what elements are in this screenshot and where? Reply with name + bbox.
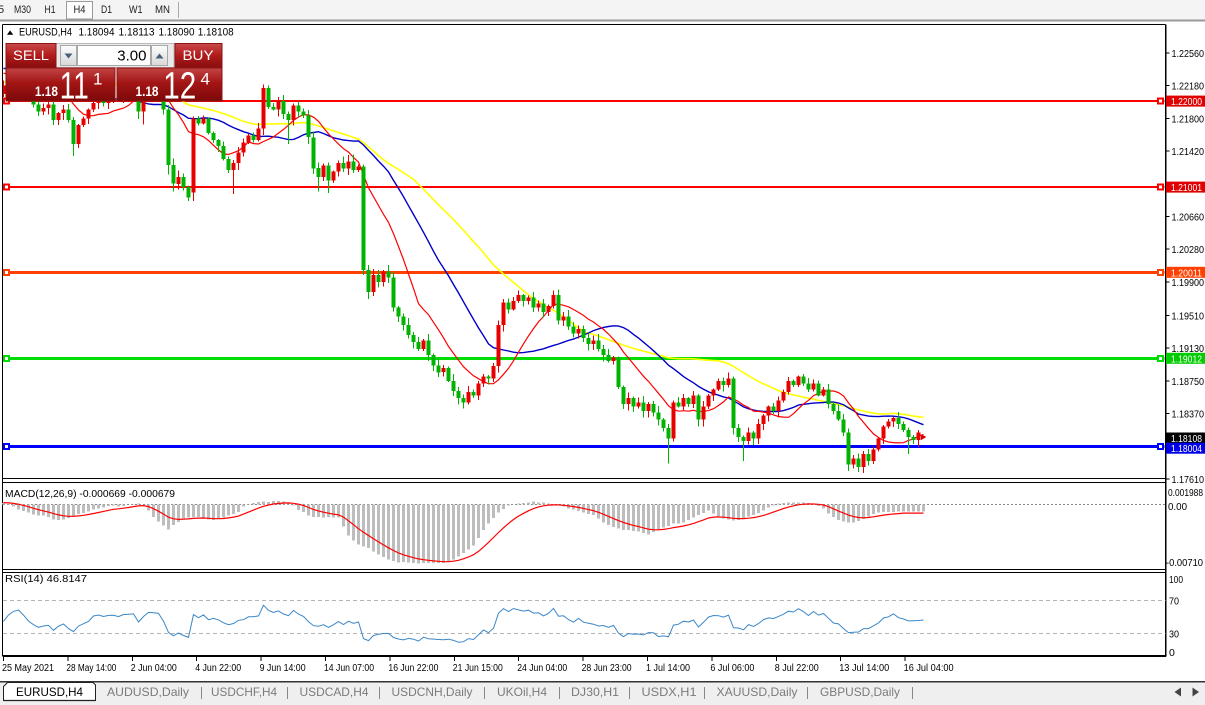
svg-text:1.20660: 1.20660 (1172, 211, 1205, 223)
svg-text:4: 4 (201, 70, 210, 89)
svg-text:1.19130: 1.19130 (1172, 343, 1205, 355)
svg-text:1.18: 1.18 (35, 83, 58, 99)
svg-text:16 Jul 04:00: 16 Jul 04:00 (904, 663, 954, 674)
svg-text:3.00: 3.00 (117, 48, 146, 65)
svg-text:USDCNH,Daily: USDCNH,Daily (392, 685, 473, 699)
svg-text:1.18108: 1.18108 (1171, 433, 1202, 445)
svg-text:1: 1 (93, 70, 102, 89)
svg-text:1.19900: 1.19900 (1172, 277, 1205, 289)
svg-text:28 Jun 23:00: 28 Jun 23:00 (582, 663, 632, 674)
svg-text:1.19012: 1.19012 (1171, 353, 1202, 365)
svg-text:1.18094: 1.18094 (79, 27, 115, 39)
svg-text:2 Jun 04:00: 2 Jun 04:00 (131, 663, 177, 674)
svg-text:USDX,H1: USDX,H1 (642, 685, 697, 699)
svg-text:1.17610: 1.17610 (1172, 474, 1205, 486)
svg-text:4 Jun 22:00: 4 Jun 22:00 (195, 663, 241, 674)
svg-text:1.18: 1.18 (136, 83, 159, 99)
svg-text:5: 5 (0, 4, 4, 16)
svg-text:1.22560: 1.22560 (1172, 48, 1205, 60)
svg-text:30: 30 (1169, 629, 1179, 641)
svg-text:USDCHF,H4: USDCHF,H4 (211, 685, 277, 699)
svg-text:1.18370: 1.18370 (1172, 409, 1205, 421)
svg-text:MN: MN (155, 4, 170, 16)
svg-text:AUDUSD,Daily: AUDUSD,Daily (107, 685, 189, 699)
svg-text:1.18004: 1.18004 (1171, 443, 1202, 455)
svg-text:1.18750: 1.18750 (1172, 376, 1205, 388)
svg-text:W1: W1 (129, 4, 143, 16)
svg-text:1.21001: 1.21001 (1171, 182, 1202, 194)
svg-text:GBPUSD,Daily: GBPUSD,Daily (820, 685, 900, 699)
svg-text:6 Jul 06:00: 6 Jul 06:00 (710, 663, 754, 674)
svg-text:1.18108: 1.18108 (198, 27, 234, 39)
svg-text:XAUUSD,Daily: XAUUSD,Daily (717, 685, 798, 699)
svg-text:USDCAD,H4: USDCAD,H4 (300, 685, 369, 699)
svg-text:H4: H4 (74, 4, 86, 16)
svg-text:1.20011: 1.20011 (1171, 267, 1202, 279)
svg-text:25 May 2021: 25 May 2021 (2, 663, 54, 674)
svg-text:28 May 14:00: 28 May 14:00 (66, 663, 116, 674)
svg-text:0.001988: 0.001988 (1168, 487, 1203, 499)
svg-text:13 Jul 14:00: 13 Jul 14:00 (839, 663, 889, 674)
svg-text:12: 12 (163, 66, 196, 108)
svg-text:1.18113: 1.18113 (119, 27, 155, 39)
svg-text:0.00: 0.00 (1168, 501, 1187, 513)
svg-text:8 Jul 22:00: 8 Jul 22:00 (775, 663, 819, 674)
svg-text:RSI(14) 46.8147: RSI(14) 46.8147 (5, 574, 87, 585)
svg-text:1.22180: 1.22180 (1172, 81, 1205, 93)
svg-text:EURUSD,H4: EURUSD,H4 (19, 27, 72, 39)
svg-text:0: 0 (1169, 647, 1175, 659)
svg-text:1.19510: 1.19510 (1172, 310, 1205, 322)
svg-text:M30: M30 (14, 4, 31, 16)
svg-text:11: 11 (60, 66, 89, 108)
svg-text:D1: D1 (101, 4, 112, 16)
svg-text:24 Jun 04:00: 24 Jun 04:00 (517, 663, 567, 674)
svg-text:9 Jun 14:00: 9 Jun 14:00 (260, 663, 306, 674)
svg-text:1 Jul 14:00: 1 Jul 14:00 (646, 663, 690, 674)
svg-text:100: 100 (1169, 574, 1183, 586)
svg-text:BUY: BUY (183, 48, 214, 63)
svg-text:70: 70 (1169, 596, 1179, 608)
svg-text:1.18090: 1.18090 (159, 27, 195, 39)
svg-text:1.22000: 1.22000 (1171, 96, 1202, 108)
svg-text:1.21800: 1.21800 (1172, 113, 1205, 125)
svg-text:SELL: SELL (13, 48, 50, 63)
svg-text:1.20280: 1.20280 (1172, 244, 1205, 256)
svg-text:UKOil,H4: UKOil,H4 (497, 685, 547, 699)
svg-text:16 Jun 22:00: 16 Jun 22:00 (388, 663, 438, 674)
svg-text:H1: H1 (45, 4, 56, 16)
svg-text:DJ30,H1: DJ30,H1 (571, 685, 619, 699)
svg-text:EURUSD,H4: EURUSD,H4 (16, 685, 83, 699)
svg-text:21 Jun 15:00: 21 Jun 15:00 (453, 663, 503, 674)
svg-text:1.21420: 1.21420 (1172, 146, 1205, 158)
svg-text:MACD(12,26,9) -0.000669 -0.000: MACD(12,26,9) -0.000669 -0.000679 (5, 489, 175, 500)
svg-text:14 Jun 07:00: 14 Jun 07:00 (324, 663, 374, 674)
svg-text:-0.00710: -0.00710 (1166, 557, 1203, 569)
